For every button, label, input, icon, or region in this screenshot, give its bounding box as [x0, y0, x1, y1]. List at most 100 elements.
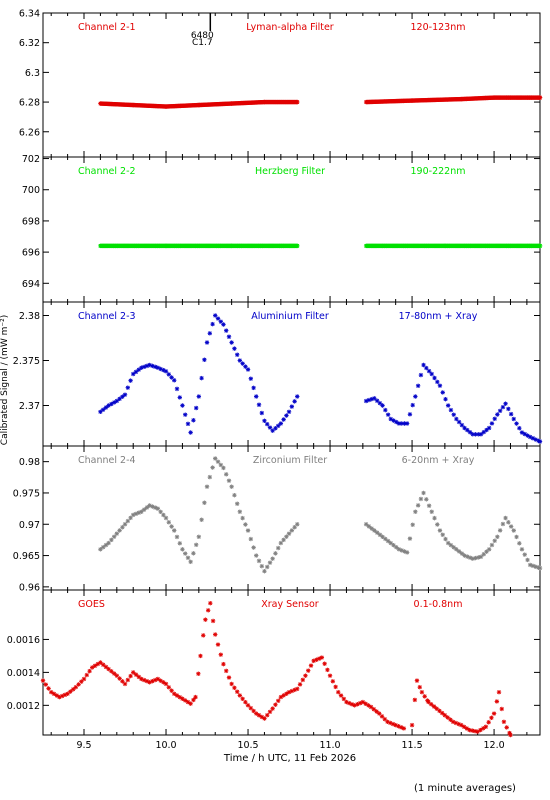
y-tick-label: 702 — [22, 154, 40, 165]
data-point — [483, 724, 489, 729]
data-point — [87, 668, 92, 674]
data-point — [537, 95, 543, 100]
data-point — [207, 474, 213, 480]
data-point — [448, 542, 454, 548]
data-point — [537, 565, 543, 571]
data-point — [432, 515, 437, 521]
data-point — [422, 694, 427, 699]
data-point — [492, 538, 497, 543]
data-point — [224, 328, 229, 333]
data-point — [404, 421, 410, 426]
data-point — [495, 412, 500, 417]
data-point — [248, 536, 254, 542]
data-point — [128, 378, 133, 383]
data-point — [201, 633, 206, 638]
data-point — [295, 522, 300, 527]
data-point — [232, 493, 237, 498]
data-point — [128, 673, 133, 679]
panel-filter-label: Xray Sensor — [261, 599, 319, 610]
data-point — [385, 412, 391, 417]
panel-band-label: 6-20nm + Xray — [402, 455, 475, 466]
data-point — [486, 425, 492, 431]
data-point — [380, 534, 385, 539]
data-point — [183, 551, 188, 556]
data-point — [300, 677, 306, 683]
data-point — [273, 702, 278, 707]
footnote: (1 minute averages) — [414, 783, 516, 794]
data-point — [537, 243, 543, 249]
data-point — [196, 534, 202, 539]
y-tick-label: 0.965 — [13, 551, 40, 562]
data-point — [443, 396, 448, 402]
data-point — [232, 685, 237, 691]
data-point — [172, 528, 177, 533]
data-point — [437, 383, 443, 388]
data-point — [210, 618, 216, 624]
data-point — [451, 412, 456, 417]
data-point — [432, 375, 437, 381]
data-point — [333, 684, 338, 690]
panel-channel-label: Channel 2-3 — [78, 311, 136, 322]
data-point — [205, 608, 211, 613]
data-point — [508, 524, 514, 529]
panel-filter-label: Lyman-alpha Filter — [246, 22, 334, 33]
data-point — [245, 367, 251, 372]
data-point — [125, 385, 131, 390]
data-point — [100, 407, 106, 412]
data-point — [180, 403, 185, 408]
data-point — [322, 661, 327, 666]
data-point — [286, 409, 292, 414]
data-point — [308, 663, 314, 668]
data-point — [478, 432, 484, 437]
data-point — [43, 682, 48, 687]
data-point — [125, 677, 131, 683]
data-point — [514, 534, 519, 540]
panel-filter-label: Aluminium Filter — [251, 311, 329, 322]
data-point — [414, 678, 420, 683]
data-point — [500, 404, 506, 410]
data-point — [208, 600, 213, 606]
panel-4: 0.96 0.965 0.97 0.975 0.98 Channel 2-4 Zirconi… — [13, 445, 543, 593]
y-tick-label: 694 — [22, 279, 40, 290]
data-point — [232, 346, 237, 351]
x-tick-label: 11.5 — [401, 740, 422, 751]
data-point — [410, 402, 415, 408]
data-point — [203, 617, 208, 622]
data-point — [525, 557, 530, 563]
data-point — [295, 99, 300, 105]
data-point — [295, 243, 300, 249]
panel-band-label: 120-123nm — [411, 22, 466, 33]
data-point — [413, 509, 418, 514]
data-point — [456, 549, 462, 554]
x-tick-label: 12.0 — [483, 740, 504, 751]
data-point — [84, 672, 89, 678]
panel-band-label: 17-80nm + Xray — [399, 311, 478, 322]
data-point — [497, 408, 503, 414]
data-point — [495, 534, 500, 539]
data-point — [435, 522, 440, 527]
data-point — [500, 521, 506, 527]
data-point — [204, 484, 210, 489]
data-point — [180, 547, 185, 552]
data-point — [194, 542, 199, 547]
data-point — [445, 540, 451, 546]
data-point — [325, 667, 330, 673]
data-point — [207, 331, 213, 336]
data-point — [415, 503, 421, 508]
data-point — [276, 545, 281, 551]
y-tick-label: 2.37 — [19, 401, 40, 412]
data-point — [435, 379, 440, 385]
data-point — [199, 375, 204, 381]
data-point — [519, 547, 525, 552]
data-point — [259, 410, 265, 416]
data-point — [256, 558, 262, 564]
data-point — [224, 668, 229, 674]
data-point — [276, 698, 281, 703]
y-tick-label: 2.375 — [13, 356, 40, 367]
data-point — [443, 536, 448, 542]
data-point — [226, 334, 232, 339]
panel-channel-label: Channel 2-2 — [78, 166, 136, 177]
y-tick-label: 698 — [22, 216, 40, 227]
panel-3: 2.37 2.375 2.38 Channel 2-3 Aluminium Filter… — [13, 301, 543, 447]
data-point — [511, 528, 516, 533]
